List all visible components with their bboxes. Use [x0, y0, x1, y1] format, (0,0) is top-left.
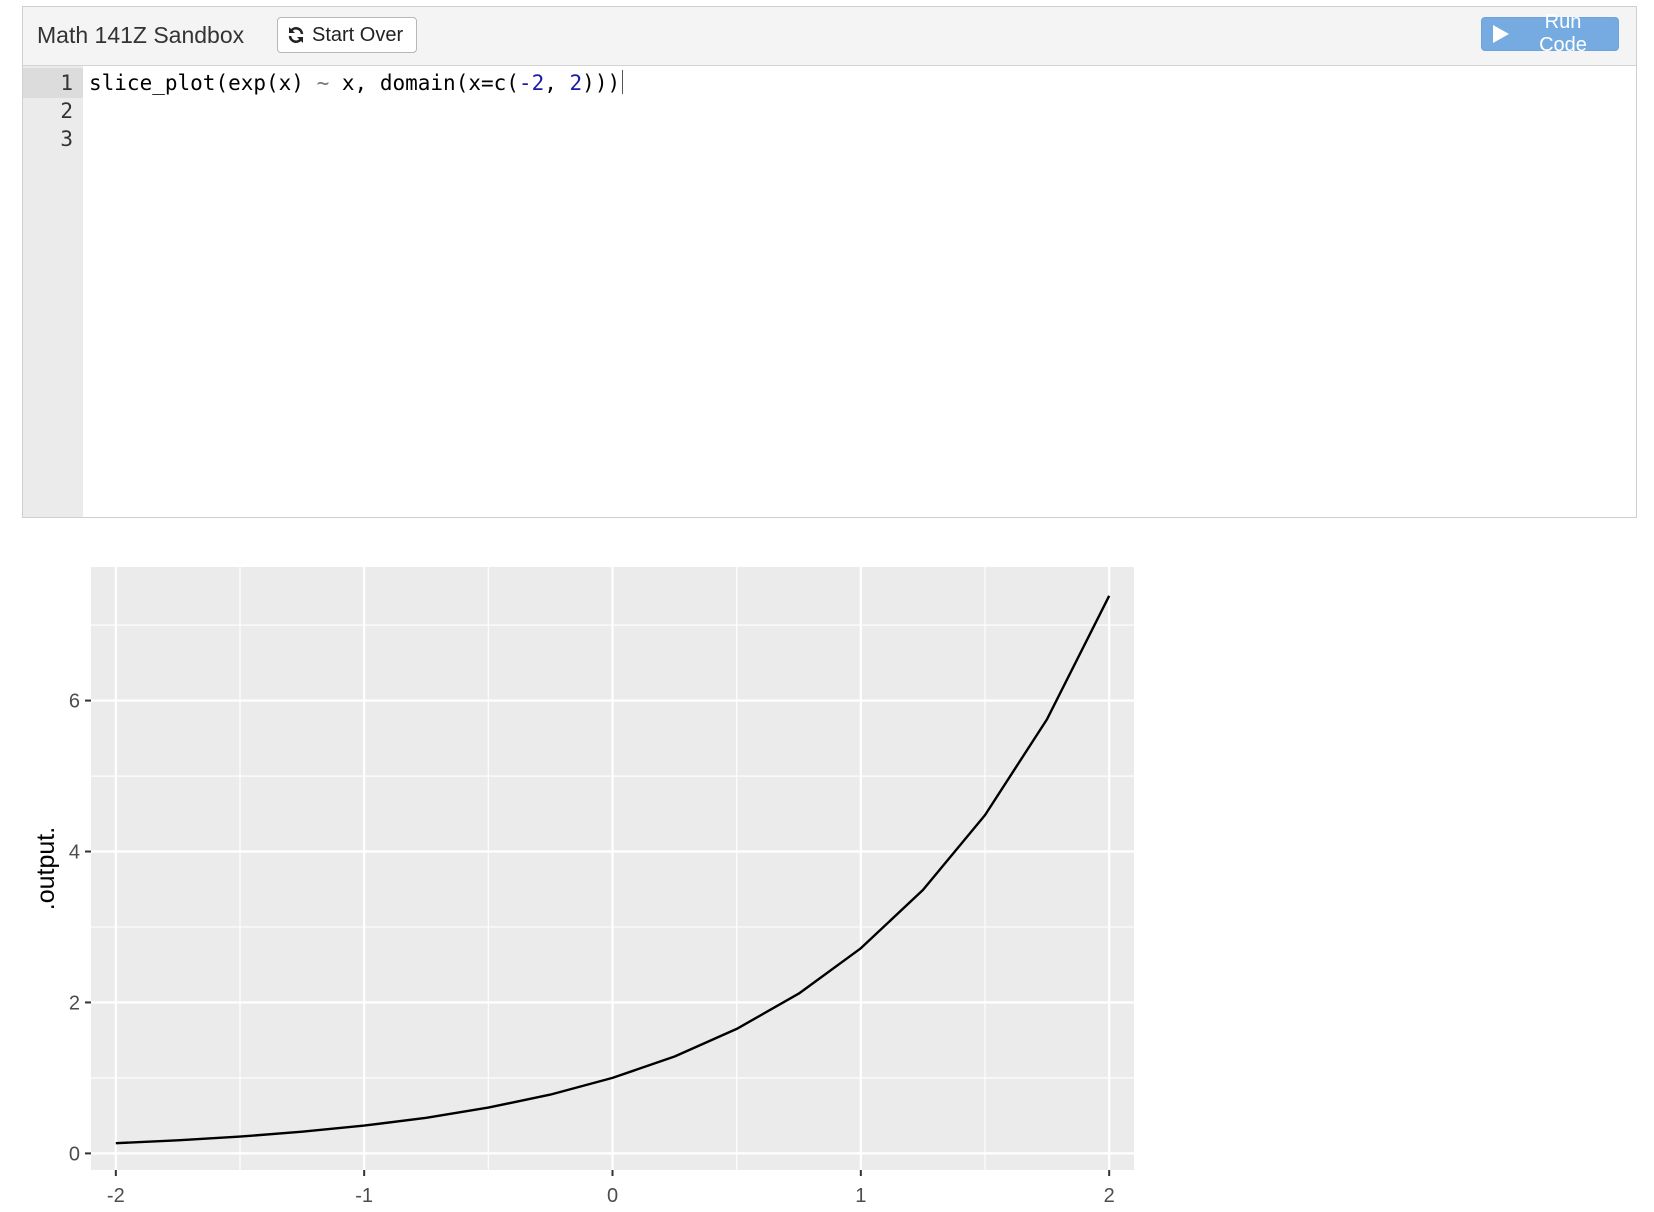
x-tick-label: -2 [107, 1185, 125, 1207]
code-token: ~ [316, 71, 330, 95]
series-line [115, 595, 1111, 1145]
line-number-gutter: 1 2 3 [23, 66, 83, 517]
code-token: x, domain(x=c( [329, 71, 519, 95]
x-tick-label: 1 [855, 1185, 866, 1207]
active-line-highlight [23, 68, 83, 98]
x-tick-label: 0 [607, 1185, 618, 1207]
y-tick-label: 0 [69, 1143, 80, 1165]
code-editor[interactable]: 1 2 3 slice_plot(exp(x) ~ x, domain(x=c(… [23, 66, 1636, 517]
code-number: -2 [518, 71, 545, 95]
code-token: exp(x) [228, 71, 317, 95]
code-token: ))) [582, 71, 621, 95]
x-tick-label: -1 [355, 1185, 373, 1207]
line-number: 2 [60, 99, 73, 123]
start-over-label: Start Over [312, 23, 404, 46]
y-tick-label: 2 [69, 992, 80, 1014]
code-line-1[interactable]: slice_plot(exp(x) ~ x, domain(x=c(-2, 2)… [89, 68, 624, 98]
play-icon [1493, 25, 1509, 43]
code-number: 2 [569, 71, 583, 95]
y-tick-label: 4 [69, 842, 80, 864]
refresh-icon [288, 27, 304, 43]
sandbox-title: Math 141Z Sandbox [37, 22, 245, 48]
code-token: slice_plot [89, 71, 216, 95]
line-number: 1 [60, 71, 73, 95]
code-token: , [544, 71, 570, 95]
x-tick-label: 2 [1104, 1185, 1115, 1207]
text-cursor [622, 70, 624, 94]
sandbox-panel: Math 141Z Sandbox Start Over Run Code 1 … [22, 6, 1637, 518]
line-number: 3 [60, 127, 73, 151]
code-token: ( [215, 71, 229, 95]
run-code-label: Run Code [1539, 11, 1587, 56]
chart-svg: -2 -1 0 1 2 0 2 4 6 .output. [32, 567, 1134, 1207]
y-axis-label: .output. [32, 827, 60, 910]
start-over-button[interactable]: Start Over [277, 17, 417, 53]
y-tick-label: 6 [69, 691, 80, 713]
sandbox-header: Math 141Z Sandbox Start Over Run Code [23, 7, 1636, 66]
plot-output: -2 -1 0 1 2 0 2 4 6 .output. [0, 530, 1140, 1212]
run-code-button[interactable]: Run Code [1481, 11, 1619, 56]
